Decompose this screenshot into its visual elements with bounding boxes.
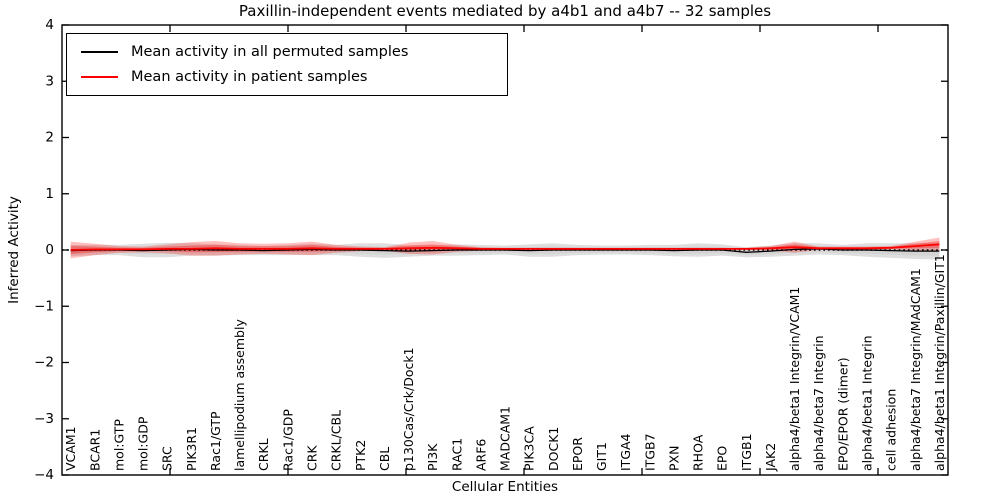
legend-label: Mean activity in patient samples: [131, 69, 368, 85]
y-tick-label: 2: [45, 130, 54, 146]
x-tick-label: SRC: [160, 446, 175, 471]
legend-swatch-patient-line: [81, 76, 118, 78]
y-tick-label: 4: [45, 17, 54, 33]
x-tick-label: PI3K: [425, 443, 440, 471]
patient-line: [70, 243, 940, 251]
x-tick-label: CRK: [305, 445, 320, 471]
y-tick-label: −4: [34, 467, 54, 483]
patient-band-core: [70, 241, 940, 255]
y-tick-label: 0: [45, 242, 54, 258]
x-tick-label: JAK2: [763, 443, 778, 472]
y-tick-label: 1: [45, 186, 54, 202]
y-tick-label: −2: [34, 355, 54, 371]
legend-item-patient: Mean activity in patient samples: [67, 69, 507, 85]
x-tick-label: lamellipodium assembly: [232, 319, 247, 471]
legend-swatch-permuted-line: [81, 51, 118, 53]
x-tick-label: RHOA: [691, 434, 706, 471]
x-tick-label: PIK3CA: [522, 426, 537, 471]
y-tick-label: −1: [34, 298, 54, 314]
x-tick-label: ITGA4: [618, 433, 633, 471]
x-tick-label: PXN: [667, 446, 682, 471]
x-tick-label: alpha4/beta1 Integrin: [860, 335, 875, 471]
x-tick-label: alpha4/beta1 Integrin/Paxillin/GIT1: [932, 254, 947, 471]
legend: Mean activity in all permuted samples Me…: [66, 33, 508, 96]
y-tick-label: 3: [45, 73, 54, 89]
x-tick-label: alpha4/beta7 Integrin: [811, 335, 826, 471]
legend-item-permuted: Mean activity in all permuted samples: [67, 44, 507, 60]
x-tick-label: Rac1/GTP: [208, 411, 223, 471]
x-tick-label: EPO: [715, 446, 730, 471]
x-tick-label: MADCAM1: [498, 406, 513, 471]
x-tick-label: mol:GDP: [136, 416, 151, 471]
y-tick-label: −3: [34, 411, 54, 427]
x-tick-label: CRKL: [256, 438, 271, 471]
x-tick-label: CBL: [377, 447, 392, 471]
x-tick-label: EPOR: [570, 437, 585, 471]
x-tick-label: RAC1: [449, 438, 464, 471]
x-tick-label: BCAR1: [87, 429, 102, 471]
x-tick-label: alpha4/beta1 Integrin/VCAM1: [787, 287, 802, 471]
x-tick-label: PIK3R1: [184, 427, 199, 471]
permuted-band: [70, 242, 940, 260]
x-tick-label: Rac1/GDP: [280, 409, 295, 471]
chart-title: Paxillin-independent events mediated by …: [238, 2, 772, 20]
x-tick-label: PTK2: [353, 440, 368, 471]
x-axis-label: Cellular Entities: [451, 479, 559, 495]
x-tick-label: GIT1: [594, 442, 609, 471]
x-tick-label: VCAM1: [63, 426, 78, 471]
x-tick-label: DOCK1: [546, 427, 561, 471]
x-tick-label: alpha4/beta7 Integrin/MAdCAM1: [908, 268, 923, 471]
x-tick-label: mol:GTP: [112, 419, 127, 471]
x-tick-label: ITGB7: [642, 433, 657, 471]
x-tick-label: ARF6: [473, 439, 488, 471]
x-tick-label: EPO/EPOR (dimer): [835, 357, 850, 471]
x-tick-label: CRKL/CBL: [329, 410, 344, 471]
permuted-line: [70, 248, 940, 253]
x-tick-label: ITGB1: [739, 433, 754, 471]
x-tick-label: p130Cas/Crk/Dock1: [401, 347, 416, 471]
x-tick-label: cell adhesion: [884, 389, 899, 471]
legend-label: Mean activity in all permuted samples: [131, 44, 409, 60]
